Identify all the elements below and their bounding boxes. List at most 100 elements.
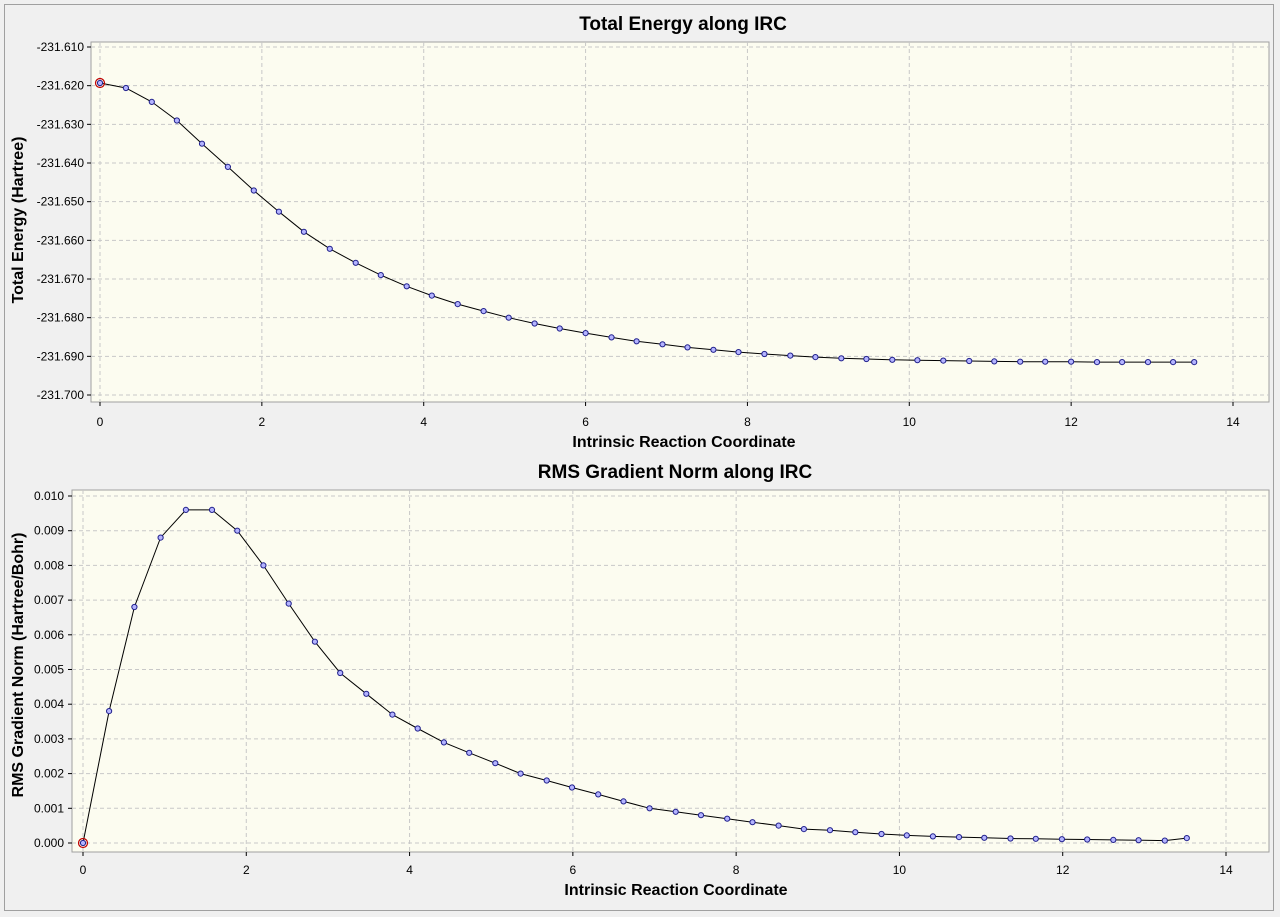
grid-lines [72,490,1269,852]
data-point [889,356,896,363]
x-tick-label: 6 [570,863,577,877]
data-point [787,352,794,359]
data-point [878,830,885,838]
data-point [1032,835,1039,842]
y-tick-label: -231.660 [37,233,85,247]
x-tick-label: 2 [243,863,250,877]
x-tick-label: 8 [744,415,751,429]
data-point [812,354,819,361]
x-tick-label: 4 [420,415,427,429]
data-point [684,344,691,351]
data-points [77,506,1190,849]
data-point [173,117,180,124]
y-tick-label: 0.009 [34,524,64,538]
x-tick-label: 6 [582,415,589,429]
y-axis-ticks: -231.610 -231.620 -231.630 -231.640 -231.650… [37,40,91,402]
y-tick-label: 0.006 [34,628,64,642]
data-point [440,739,447,746]
data-point [608,334,615,341]
data-point [914,357,921,364]
data-point [1191,359,1198,366]
series-line [99,82,1195,363]
data-point [517,770,524,777]
y-tick-label: 0.001 [34,801,64,815]
data-point [96,79,104,87]
data-point [646,805,653,812]
y-tick-label: 0.010 [34,489,64,503]
x-tick-label: 12 [1064,415,1078,429]
x-tick-label: 8 [733,863,740,877]
y-tick-label: 0.005 [34,663,64,677]
total-energy-chart: Total Energy along IRC 0 2 4 6 8 10 12 14 -231.… [10,14,1270,451]
data-point [838,355,845,362]
data-point [311,638,318,645]
data-point [1183,835,1190,842]
data-point [1068,358,1075,365]
data-point [466,749,473,756]
data-point [595,791,602,798]
data-point [568,784,576,791]
y-tick-label: 0.003 [34,732,64,746]
data-point [414,725,421,732]
data-point [556,325,563,332]
x-axis-ticks: 0 2 4 6 8 10 12 14 [80,852,1233,877]
chart-title: RMS Gradient Norm along IRC [538,462,813,483]
y-tick-label: 0.008 [34,558,64,572]
y-tick-label: -231.690 [37,349,85,363]
data-point [275,208,282,215]
x-tick-label: 0 [80,863,87,877]
data-point [955,834,963,841]
data-point [1144,359,1152,366]
data-points [94,77,1198,366]
data-point [492,760,499,767]
data-point [929,833,937,840]
plot-area [71,489,1270,853]
data-point [389,711,396,718]
data-point [326,245,333,252]
x-tick-label: 14 [1219,863,1233,877]
y-tick-label: -231.650 [37,195,85,209]
x-tick-label: 14 [1226,415,1240,429]
data-point [1084,836,1091,843]
data-point [224,163,231,170]
y-tick-label: -231.640 [37,156,85,170]
data-point [234,527,241,534]
data-point [633,338,640,345]
data-point [505,314,512,321]
y-tick-label: -231.680 [37,311,85,325]
data-point [122,84,130,92]
data-point [106,708,113,715]
x-tick-label: 0 [97,415,104,429]
data-point [991,358,998,365]
data-point [1135,837,1142,844]
y-tick-label: 0.004 [34,697,64,711]
data-point [800,826,808,833]
data-point [1093,359,1101,366]
data-point [981,834,988,841]
data-point [285,600,292,607]
chart-title: Total Energy along IRC [579,14,787,35]
data-point [403,283,410,290]
data-point [1042,358,1049,365]
data-point [300,228,307,235]
data-point [659,341,666,348]
data-point [1017,358,1024,365]
data-point [250,187,257,194]
data-point [1170,359,1177,366]
current-point-marker [94,77,106,89]
data-point [543,777,550,784]
data-point [198,140,206,147]
y-tick-label: -231.610 [37,40,85,54]
data-point [697,812,705,819]
y-axis-label: RMS Gradient Norm (Hartree/Bohr) [10,533,27,798]
data-point [1161,837,1168,844]
data-point [148,98,155,106]
data-point [761,350,768,358]
data-point [454,301,461,308]
x-axis-label: Intrinsic Reaction Coordinate [572,434,795,451]
data-point [775,822,782,829]
data-point [352,259,359,266]
x-tick-label: 10 [893,863,907,877]
data-point [377,272,384,279]
